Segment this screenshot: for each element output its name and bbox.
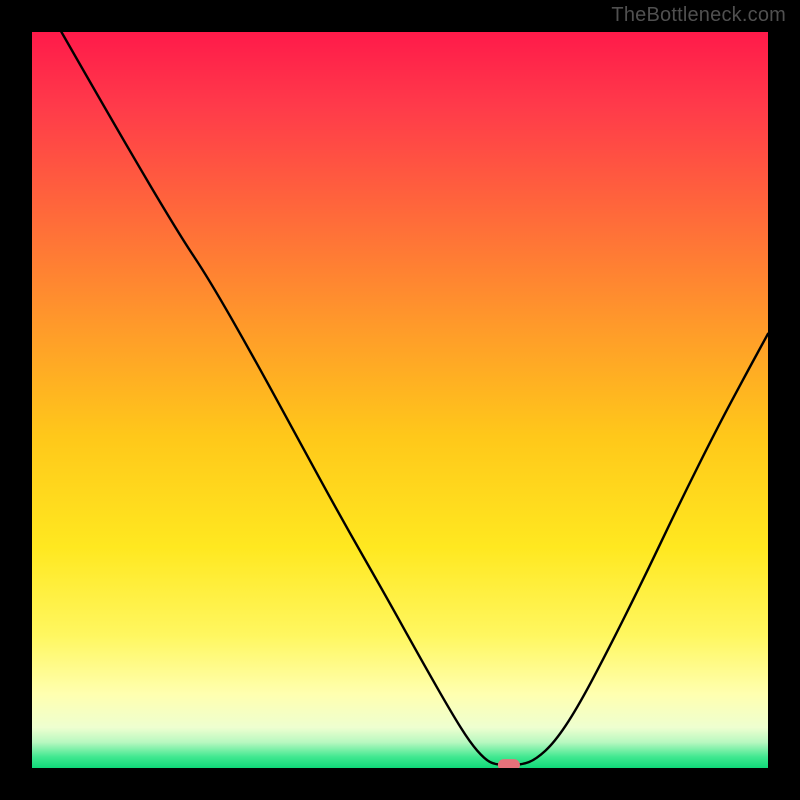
optimum-marker	[498, 759, 520, 768]
watermark-text: TheBottleneck.com	[611, 4, 786, 27]
bottleneck-chart	[32, 32, 768, 768]
chart-container	[32, 32, 768, 768]
chart-background	[32, 32, 768, 768]
